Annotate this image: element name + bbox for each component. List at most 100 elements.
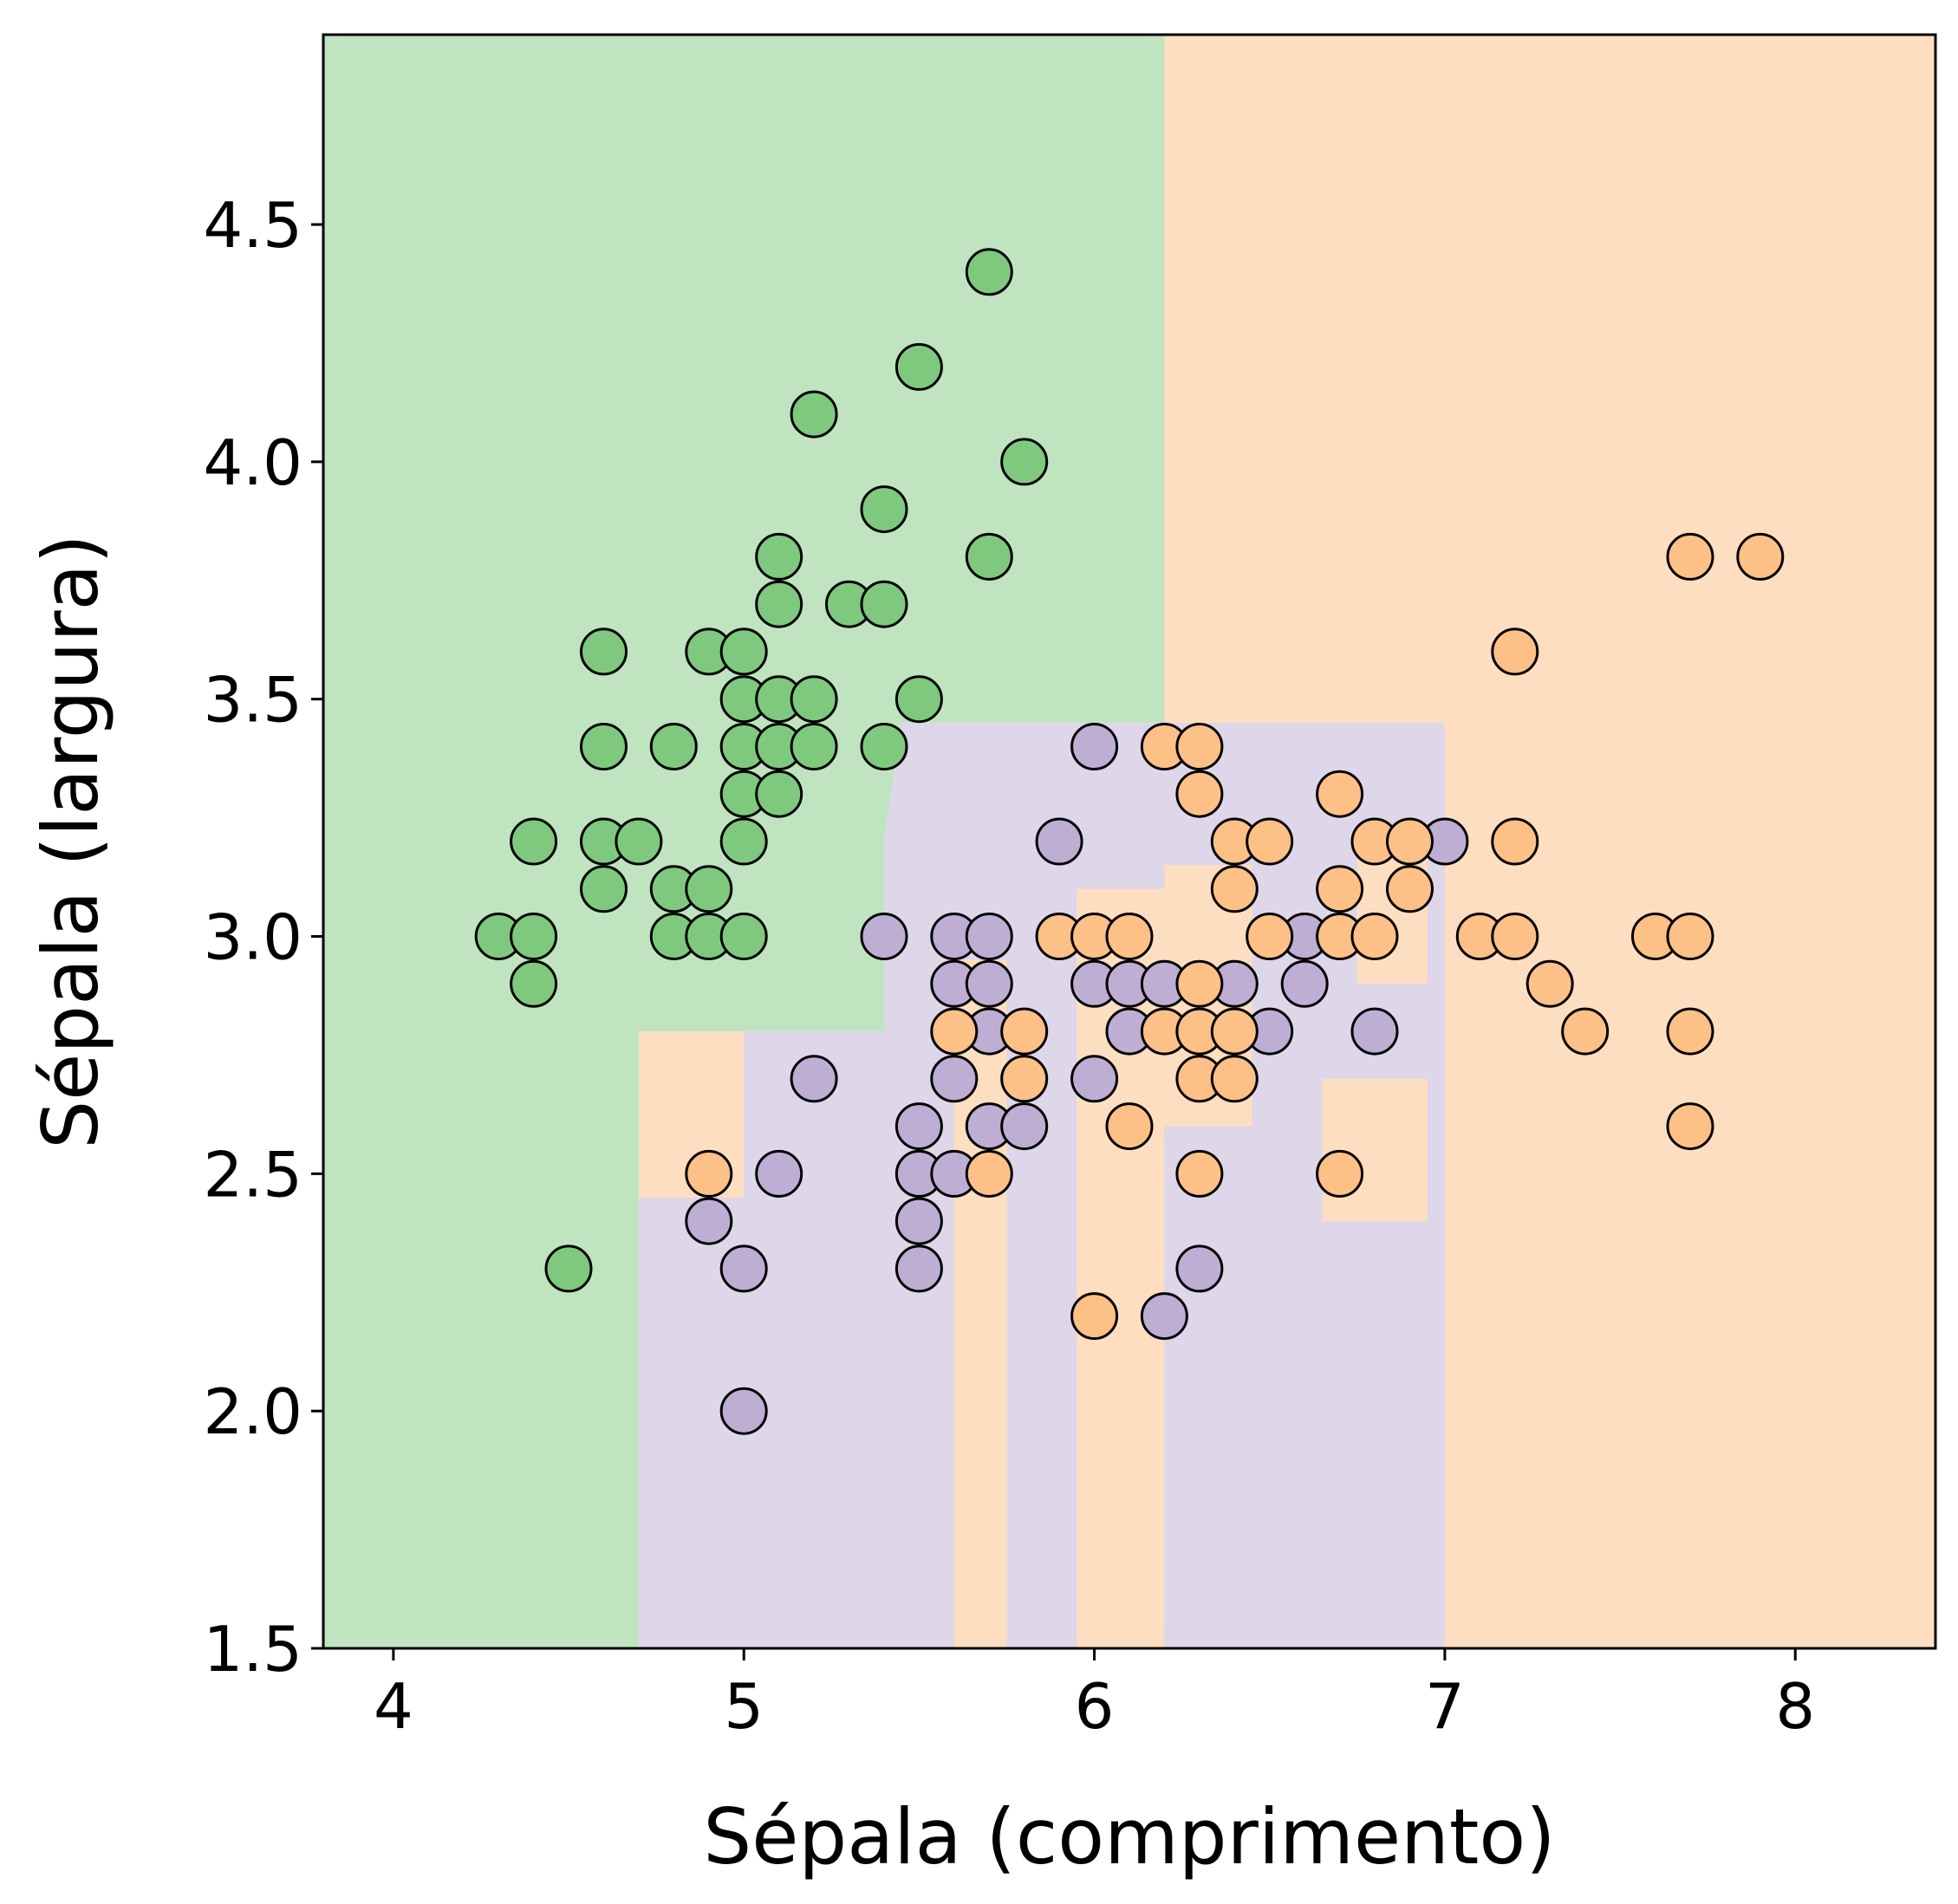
point-orange_point-42: [1316, 1149, 1364, 1198]
point-green_point-37: [510, 959, 558, 1008]
point-orange_point-36: [1210, 1055, 1259, 1103]
point-green_point-2: [790, 390, 838, 439]
point-green_point-7: [755, 580, 803, 628]
point-orange_point-6: [1316, 770, 1364, 818]
point-orange_point-4: [1175, 723, 1224, 770]
point-purple_point-17: [1350, 1007, 1399, 1056]
point-green_point-27: [615, 817, 663, 866]
x-tick-label-4: 8: [1775, 1670, 1815, 1743]
region-orange-2: [1164, 35, 1935, 1648]
point-green_point-1: [894, 342, 943, 391]
point-purple_point-21: [894, 1102, 943, 1151]
point-orange_point-12: [1210, 865, 1259, 913]
point-green_point-16: [894, 675, 943, 724]
point-orange_point-10: [1386, 817, 1434, 866]
point-orange_point-2: [1491, 627, 1539, 676]
point-green_point-36: [719, 913, 768, 960]
point-orange_point-1: [1736, 532, 1785, 581]
point-purple_point-32: [1175, 1244, 1224, 1293]
x-tick-label-1: 5: [724, 1670, 764, 1743]
point-orange_point-18: [1246, 913, 1294, 960]
x-axis-title: Sépala (comprimento): [703, 1792, 1555, 1881]
point-orange_point-24: [1666, 913, 1714, 960]
y-tick-label-2: 2.5: [203, 1138, 302, 1211]
point-orange_point-28: [1000, 1007, 1049, 1056]
y-axis-ticks: 1.5 2.0 2.5 3.0 3.5 4.0 4.5: [203, 189, 323, 1686]
point-orange_point-38: [1666, 1102, 1714, 1151]
point-green_point-33: [510, 913, 558, 960]
point-purple_point-25: [755, 1149, 803, 1198]
point-orange_point-26: [1525, 959, 1574, 1008]
x-tick-label-2: 6: [1075, 1670, 1115, 1743]
x-tick-label-3: 7: [1425, 1670, 1465, 1743]
point-orange_point-25: [1175, 959, 1224, 1008]
point-green_point-25: [510, 817, 558, 866]
point-orange_point-34: [1000, 1055, 1049, 1103]
point-green_point-21: [790, 723, 838, 770]
point-orange_point-22: [1491, 913, 1539, 960]
point-purple_point-28: [685, 1197, 733, 1245]
y-tick-label-3: 3.0: [203, 901, 302, 974]
point-green_point-10: [580, 627, 628, 676]
point-purple_point-33: [719, 1387, 768, 1435]
point-green_point-12: [719, 627, 768, 676]
point-orange_point-40: [965, 1149, 1013, 1198]
data-points: [474, 248, 1785, 1435]
y-tick-label-0: 1.5: [203, 1613, 302, 1686]
point-green_point-9: [860, 580, 908, 628]
y-tick-label-5: 4.0: [203, 426, 302, 499]
point-green_point-17: [580, 723, 628, 770]
point-green_point-31: [685, 865, 733, 913]
point-purple_point-18: [930, 1055, 979, 1103]
x-tick-label-0: 4: [374, 1670, 413, 1743]
point-orange_point-13: [1316, 865, 1364, 913]
point-green_point-6: [965, 532, 1013, 581]
point-purple_point-23: [1000, 1102, 1049, 1151]
point-purple_point-1: [1035, 817, 1083, 866]
point-orange_point-32: [1561, 1007, 1610, 1056]
decision-regions: [323, 35, 1935, 1648]
point-green_point-3: [1000, 438, 1049, 486]
point-orange_point-33: [1666, 1007, 1714, 1056]
point-purple_point-0: [1070, 723, 1119, 770]
point-orange_point-27: [930, 1007, 979, 1056]
plot-frame: [322, 33, 1937, 1650]
point-purple_point-4: [860, 913, 908, 960]
point-green_point-5: [755, 532, 803, 581]
point-purple_point-13: [1280, 959, 1329, 1008]
y-axis-title: Sépala (largura): [26, 534, 115, 1149]
point-green_point-15: [790, 675, 838, 724]
point-orange_point-31: [1210, 1007, 1259, 1056]
point-green_point-28: [719, 817, 768, 866]
point-purple_point-34: [1140, 1292, 1188, 1341]
point-green_point-24: [755, 770, 803, 818]
point-orange_point-8: [1246, 817, 1294, 866]
point-green_point-38: [544, 1244, 593, 1293]
point-green_point-0: [965, 248, 1013, 296]
point-orange_point-17: [1105, 913, 1154, 960]
point-orange_point-20: [1350, 913, 1399, 960]
point-orange_point-41: [1175, 1149, 1224, 1198]
point-green_point-4: [860, 485, 908, 534]
point-orange_point-5: [1175, 770, 1224, 818]
point-orange_point-43: [1070, 1292, 1119, 1341]
point-purple_point-20: [1070, 1055, 1119, 1103]
point-purple_point-31: [894, 1244, 943, 1293]
point-purple_point-30: [719, 1244, 768, 1293]
point-purple_point-8: [965, 959, 1013, 1008]
point-purple_point-6: [965, 913, 1013, 960]
point-orange_point-14: [1386, 865, 1434, 913]
y-tick-label-1: 2.0: [203, 1375, 302, 1448]
point-orange_point-37: [1105, 1102, 1154, 1151]
point-green_point-18: [649, 723, 698, 770]
point-purple_point-19: [790, 1055, 838, 1103]
y-tick-label-6: 4.5: [203, 189, 302, 262]
point-orange_point-39: [685, 1149, 733, 1198]
region-orange-7: [1322, 1078, 1428, 1222]
y-tick-label-4: 3.5: [203, 664, 302, 737]
point-green_point-29: [580, 865, 628, 913]
point-purple_point-29: [894, 1197, 943, 1245]
x-axis-ticks: 4 5 6 7 8: [374, 1648, 1815, 1743]
point-orange_point-0: [1666, 532, 1714, 581]
